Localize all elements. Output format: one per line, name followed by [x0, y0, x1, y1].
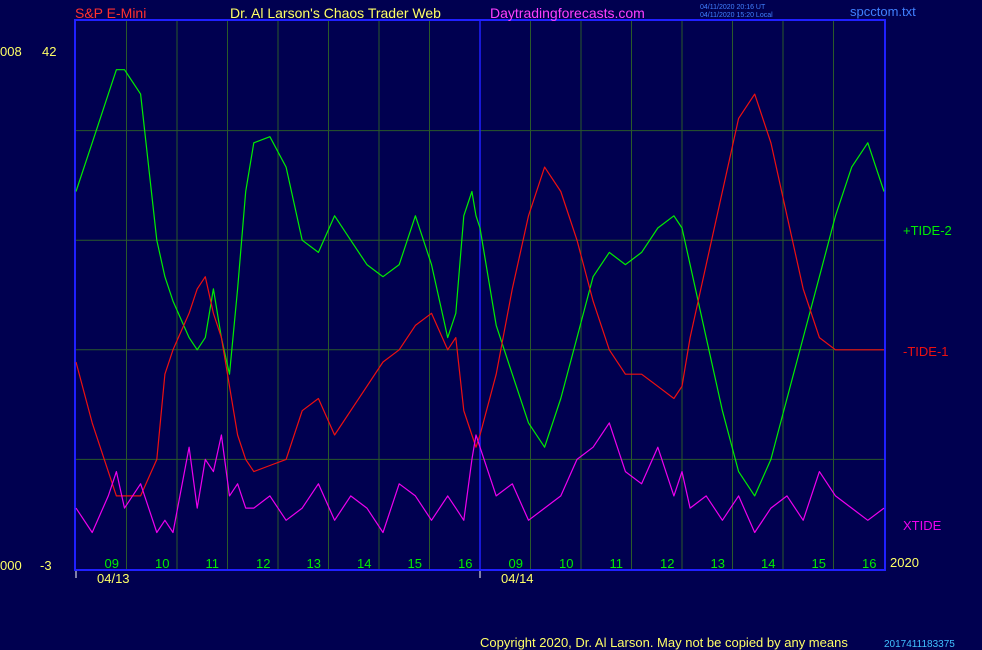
x-tick-label: 14: [357, 556, 371, 571]
x-tick-label: 10: [559, 556, 573, 571]
x-tick-label: 16: [458, 556, 472, 571]
footer-code: 2017411183375: [884, 639, 955, 650]
legend-tide1-label: -TIDE-1: [903, 344, 949, 359]
x-tick-label: 12: [256, 556, 270, 571]
x-tick-label: 10: [155, 556, 169, 571]
x-tick-label: 11: [610, 556, 624, 571]
x-tick-label: 09: [105, 556, 119, 571]
header-time-ut: 04/11/2020 20:16 UT: [700, 4, 766, 11]
x-tick-label: 15: [812, 556, 826, 571]
x-tick-label: 09: [509, 556, 523, 571]
x-tick-label: 14: [761, 556, 775, 571]
header-site-title: Dr. Al Larson's Chaos Trader Web: [230, 5, 441, 21]
header-symbol: S&P E-Mini: [75, 5, 146, 21]
series-line-tide1: [75, 93, 884, 497]
legend-xtide-label: XTIDE: [903, 518, 942, 533]
year-label: 2020: [890, 555, 919, 570]
date-label-first: 04/13: [97, 571, 130, 586]
series-layer: [75, 69, 885, 534]
header-file-name: spcctom.txt: [850, 4, 916, 19]
x-tick-label: 16: [862, 556, 876, 571]
series-line-xtide: [75, 422, 885, 534]
x-tick-label: 13: [711, 556, 725, 571]
y-axis-left-top-label: 008: [0, 44, 22, 59]
x-axis-ticks: 09 10 11 12 13 14 15 16 09 10 11 12 13 14 15 16: [75, 556, 876, 578]
y-axis-top-label: 42: [42, 44, 56, 59]
y-axis-left-bottom-label: 000: [0, 558, 22, 573]
date-label-second: 04/14: [501, 571, 534, 586]
x-tick-label: 12: [660, 556, 674, 571]
x-tick-label: 15: [408, 556, 422, 571]
header-url[interactable]: Daytradingforecasts.com: [490, 5, 645, 21]
y-axis-bottom-label: -3: [40, 558, 52, 573]
footer-copyright: Copyright 2020, Dr. Al Larson. May not b…: [480, 635, 848, 650]
header-time-local: 04/11/2020 15:20 Local: [700, 12, 773, 19]
x-tick-label: 11: [206, 556, 220, 571]
series-line-tide2: [75, 69, 885, 497]
x-tick-label: 13: [307, 556, 321, 571]
legend-tide2-label: +TIDE-2: [903, 223, 952, 238]
